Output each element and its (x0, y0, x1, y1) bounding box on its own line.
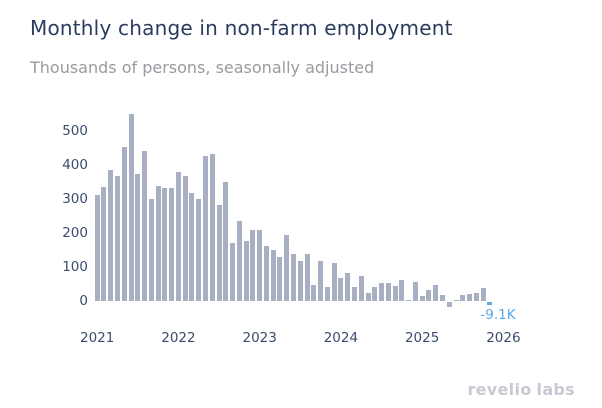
bar-2022-01[interactable] (175, 171, 181, 301)
bar-2021-01[interactable] (94, 195, 100, 301)
chart-title: Monthly change in non-farm employment (30, 16, 453, 40)
logo-word-labs: labs (536, 380, 575, 399)
bar-2025-05[interactable] (446, 302, 452, 307)
y-axis-tick-label: 200 (62, 224, 88, 241)
bar-2022-09[interactable] (230, 243, 236, 301)
bar-2023-09[interactable] (311, 284, 317, 301)
bar-2024-04[interactable] (358, 276, 364, 301)
bar-2022-02[interactable] (182, 176, 188, 301)
y-axis-tick-label: 0 (79, 293, 88, 309)
bar-2021-07[interactable] (135, 173, 141, 301)
bar-2022-07[interactable] (216, 205, 222, 301)
x-axis-tick-label: 2025 (404, 330, 440, 346)
bar-2022-05[interactable] (203, 156, 209, 301)
revelio-labs-logo: revelio labs (467, 380, 575, 399)
bar-2024-09[interactable] (392, 285, 398, 301)
x-axis-tick-label: 2023 (242, 330, 277, 346)
bar-2025-02[interactable] (426, 290, 432, 301)
bar-2023-01[interactable] (257, 230, 263, 301)
last-value-label: -9.1K (480, 307, 516, 323)
x-axis-tick-label: 2024 (323, 330, 359, 346)
bar-2024-08[interactable] (385, 283, 391, 301)
y-axis-tick-label: 400 (62, 156, 88, 173)
bar-2025-10[interactable] (480, 288, 486, 301)
bar-2022-11[interactable] (243, 240, 249, 301)
bar-2024-01[interactable] (338, 278, 344, 301)
bar-2021-03[interactable] (108, 170, 114, 301)
chart-subtitle: Thousands of persons, seasonally adjuste… (30, 58, 375, 77)
bar-2021-08[interactable] (142, 150, 148, 301)
bar-2025-09[interactable] (473, 292, 479, 301)
bar-2021-12[interactable] (169, 188, 175, 301)
logo-word-revelio: revelio (467, 380, 532, 399)
bar-2023-07[interactable] (297, 261, 303, 301)
bar-2022-10[interactable] (236, 221, 242, 301)
bar-2024-10[interactable] (399, 279, 405, 301)
bar-2021-06[interactable] (128, 114, 134, 301)
bar-2022-03[interactable] (189, 193, 195, 301)
bar-2023-08[interactable] (304, 253, 310, 301)
bar-2024-02[interactable] (345, 273, 351, 301)
x-axis-tick-label: 2022 (161, 330, 196, 346)
bar-2022-08[interactable] (223, 182, 229, 301)
bar-2023-11[interactable] (324, 287, 330, 301)
bar-2023-02[interactable] (263, 246, 269, 301)
bar-2025-03[interactable] (433, 284, 439, 301)
bar-2025-04[interactable] (439, 294, 445, 301)
bar-2023-05[interactable] (284, 235, 290, 301)
bar-2023-03[interactable] (270, 249, 276, 301)
bar-2021-11[interactable] (162, 188, 168, 301)
y-axis-tick-label: 300 (62, 190, 88, 207)
bar-2022-12[interactable] (250, 229, 256, 301)
bar-2025-01[interactable] (419, 295, 425, 301)
x-axis-tick-label: 2021 (80, 330, 115, 346)
bar-2025-06[interactable] (453, 299, 459, 301)
bar-2024-05[interactable] (365, 292, 371, 301)
bar-2023-06[interactable] (291, 254, 297, 301)
bar-2023-10[interactable] (318, 260, 324, 301)
bar-2024-07[interactable] (379, 283, 385, 301)
bar-2024-12[interactable] (412, 282, 418, 301)
bar-2024-06[interactable] (372, 286, 378, 301)
bar-2025-07[interactable] (460, 295, 466, 301)
bar-2021-10[interactable] (155, 186, 161, 301)
bar-2022-04[interactable] (196, 199, 202, 301)
bar-2021-05[interactable] (121, 146, 127, 301)
bar-2025-11[interactable] (487, 302, 493, 306)
bar-2021-02[interactable] (101, 186, 107, 301)
y-axis-tick-label: 100 (62, 258, 88, 275)
bar-2025-08[interactable] (467, 294, 473, 301)
bar-2023-12[interactable] (331, 263, 337, 301)
x-axis-tick-label: 2026 (486, 330, 521, 346)
bar-2023-04[interactable] (277, 257, 283, 301)
bar-2024-03[interactable] (351, 286, 357, 301)
bar-2021-09[interactable] (148, 199, 154, 301)
bar-2021-04[interactable] (115, 176, 120, 301)
bar-2024-11[interactable] (406, 299, 412, 301)
y-axis-tick-label: 500 (62, 122, 88, 139)
bar-2022-06[interactable] (209, 154, 215, 301)
